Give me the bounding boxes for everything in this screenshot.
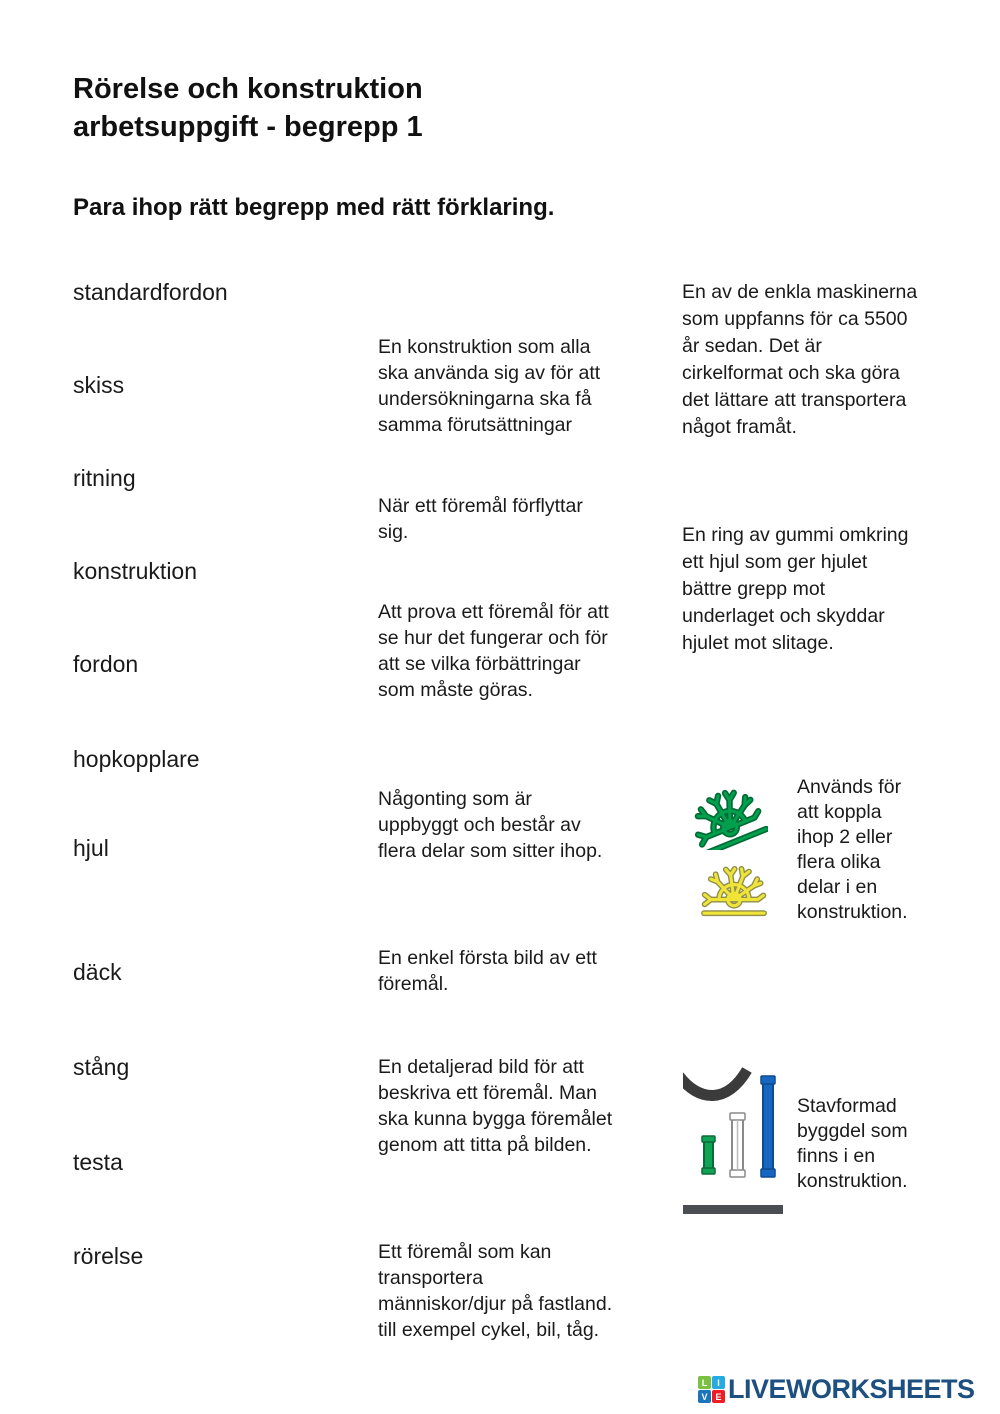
base-bar-shape bbox=[683, 1205, 783, 1214]
liveworksheets-tile-icon: L I V E bbox=[698, 1376, 725, 1403]
description-movement[interactable]: När ett föremål förflyttar sig. bbox=[378, 495, 583, 543]
description-detailed-drawing[interactable]: En detaljerad bild för att beskriva ett … bbox=[378, 1056, 613, 1156]
yellow-connector-icon bbox=[692, 860, 776, 920]
description-rod: Stavformad byggdel som finns i en konstr… bbox=[797, 1095, 908, 1192]
liveworksheets-brand-text: LIVEWORKSHEETS bbox=[728, 1374, 975, 1404]
term-rorelse[interactable]: rörelse bbox=[73, 1243, 144, 1269]
description-vehicle[interactable]: Ett föremål som kan transportera människ… bbox=[378, 1241, 613, 1341]
description-testing[interactable]: Att prova ett föremål för att se hur det… bbox=[378, 601, 609, 701]
instruction-text: Para ihop rätt begrepp med rätt förklari… bbox=[73, 194, 555, 221]
logo-tile-v: V bbox=[698, 1390, 711, 1403]
term-skiss[interactable]: skiss bbox=[73, 372, 125, 398]
term-stang[interactable]: stång bbox=[73, 1054, 130, 1080]
description-standard-setup[interactable]: En konstruktion som alla ska använda sig… bbox=[378, 336, 601, 436]
logo-tile-i: I bbox=[712, 1376, 725, 1389]
description-tire[interactable]: En ring av gummi omkring ett hjul som ge… bbox=[682, 524, 909, 654]
green-rod-shape bbox=[701, 1135, 716, 1175]
page-title: Rörelse och konstruktion arbetsuppgift -… bbox=[73, 70, 423, 146]
logo-tile-l: L bbox=[698, 1376, 711, 1389]
term-ritning[interactable]: ritning bbox=[73, 465, 136, 491]
blue-rod-shape bbox=[760, 1075, 776, 1178]
page-title-line1: Rörelse och konstruktion bbox=[73, 73, 423, 105]
description-wheel[interactable]: En av de enkla maskinerna som uppfanns f… bbox=[682, 281, 918, 438]
connector-icons bbox=[692, 784, 782, 920]
term-konstruktion[interactable]: konstruktion bbox=[73, 558, 198, 584]
white-rod-shape bbox=[729, 1112, 746, 1178]
term-testa[interactable]: testa bbox=[73, 1149, 123, 1175]
green-connector-icon bbox=[692, 784, 768, 850]
term-hjul[interactable]: hjul bbox=[73, 835, 109, 861]
term-dack[interactable]: däck bbox=[73, 959, 122, 985]
liveworksheets-logo[interactable]: L I V E LIVEWORKSHEETS bbox=[698, 1374, 975, 1405]
description-construction[interactable]: Någonting som är uppbyggt och består av … bbox=[378, 788, 603, 862]
knex-rods-image bbox=[683, 1067, 783, 1214]
logo-tile-e: E bbox=[712, 1390, 725, 1403]
term-fordon[interactable]: fordon bbox=[73, 651, 139, 677]
term-hopkopplare[interactable]: hopkopplare bbox=[73, 746, 200, 772]
term-standardfordon[interactable]: standardfordon bbox=[73, 279, 228, 305]
description-sketch[interactable]: En enkel första bild av ett föremål. bbox=[378, 947, 597, 995]
description-connector: Används för att koppla ihop 2 eller fler… bbox=[797, 776, 908, 923]
page-title-line2: arbetsuppgift - begrepp 1 bbox=[73, 111, 423, 143]
wheel-arc-shape bbox=[683, 1067, 752, 1101]
